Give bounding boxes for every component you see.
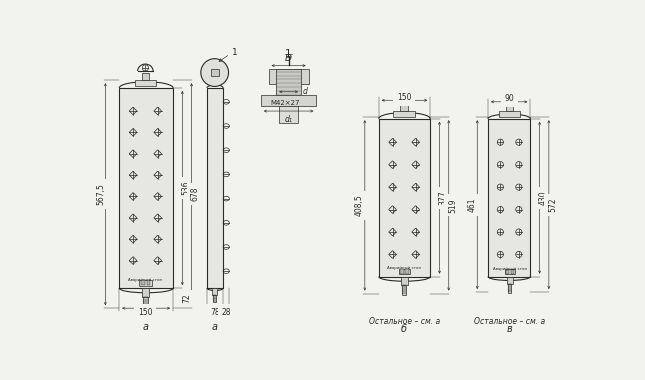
Bar: [261, 95, 316, 106]
Text: D: D: [285, 54, 292, 63]
Bar: [143, 298, 148, 308]
Bar: [211, 70, 219, 76]
Text: Аварийный стоп: Аварийный стоп: [387, 266, 421, 271]
Bar: [141, 288, 149, 298]
Text: 572: 572: [548, 197, 557, 212]
Text: Аварийный стоп: Аварийный стоп: [493, 267, 527, 271]
Text: 519: 519: [448, 198, 457, 213]
Bar: [139, 280, 152, 286]
Text: 678: 678: [191, 187, 200, 201]
Bar: [400, 269, 404, 274]
Text: 90: 90: [504, 94, 515, 103]
Text: 461: 461: [468, 197, 477, 212]
Bar: [506, 103, 513, 111]
Bar: [488, 119, 530, 277]
Bar: [212, 288, 217, 294]
Text: Остальное – см. а: Остальное – см. а: [474, 317, 545, 326]
Bar: [393, 111, 415, 117]
Text: в: в: [507, 324, 513, 334]
Bar: [141, 280, 144, 285]
Circle shape: [201, 59, 228, 86]
Text: 430: 430: [539, 190, 548, 205]
Bar: [399, 269, 410, 274]
Text: 536: 536: [182, 181, 191, 195]
Text: б: б: [401, 324, 407, 334]
Bar: [213, 294, 216, 302]
Bar: [379, 119, 430, 277]
Bar: [119, 88, 173, 288]
Bar: [401, 277, 408, 285]
Bar: [401, 103, 408, 111]
Bar: [268, 69, 308, 84]
Text: 1: 1: [232, 48, 237, 57]
Bar: [508, 284, 511, 293]
Text: d: d: [303, 87, 307, 96]
Text: а: а: [143, 322, 148, 332]
Text: 1: 1: [285, 49, 292, 59]
Text: 28: 28: [221, 308, 231, 317]
Text: Остальное – см. а: Остальное – см. а: [368, 317, 440, 326]
Text: 567,5: 567,5: [96, 183, 105, 205]
Bar: [499, 111, 521, 117]
Text: 72: 72: [183, 293, 192, 303]
Text: 377: 377: [439, 190, 448, 205]
Text: М42×27: М42×27: [270, 100, 299, 106]
Text: 408,5: 408,5: [355, 195, 364, 216]
Text: а: а: [212, 322, 217, 332]
Bar: [276, 69, 301, 97]
Bar: [279, 106, 298, 123]
Text: 150: 150: [397, 93, 412, 102]
Bar: [135, 80, 156, 86]
Text: d₁: d₁: [284, 115, 293, 124]
Bar: [141, 73, 149, 80]
Bar: [506, 277, 513, 284]
Bar: [405, 269, 409, 274]
Bar: [504, 269, 515, 274]
Bar: [207, 88, 223, 288]
Bar: [146, 280, 150, 285]
Text: 78: 78: [210, 308, 220, 317]
Bar: [402, 285, 406, 294]
Bar: [511, 270, 514, 274]
Text: 150: 150: [138, 307, 153, 317]
Bar: [506, 270, 510, 274]
Text: Аварийный стоп: Аварийный стоп: [128, 278, 163, 282]
